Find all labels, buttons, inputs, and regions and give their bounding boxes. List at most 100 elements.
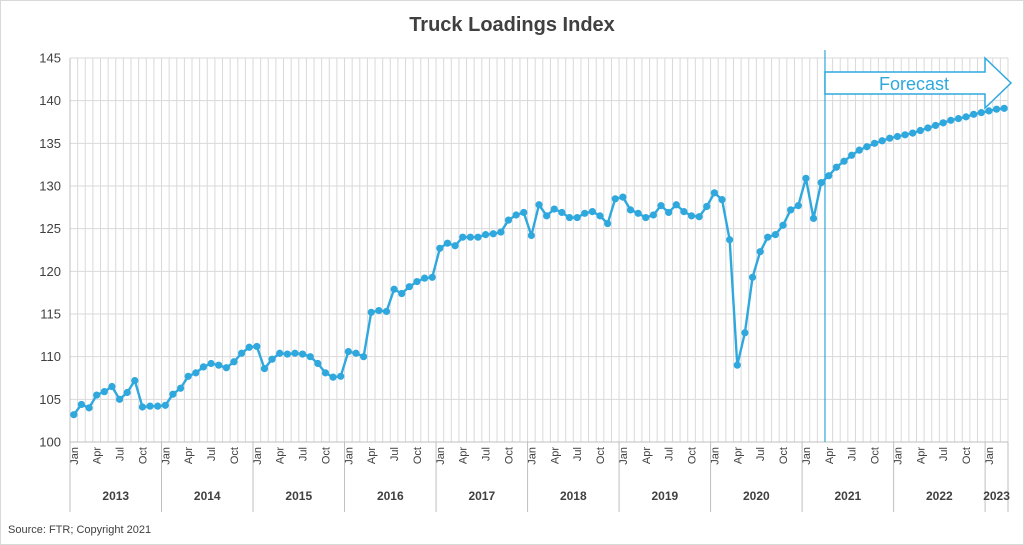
forecast-arrow bbox=[824, 56, 1013, 110]
data-point bbox=[855, 146, 863, 154]
data-point bbox=[665, 208, 673, 217]
data-point bbox=[916, 126, 924, 135]
x-tick-label: Oct bbox=[778, 447, 790, 464]
x-tick-label: Apr bbox=[458, 447, 470, 464]
x-tick-label: Oct bbox=[503, 447, 515, 464]
data-point bbox=[169, 390, 177, 398]
data-point bbox=[237, 349, 246, 357]
data-point bbox=[611, 195, 619, 203]
data-point bbox=[291, 349, 299, 357]
series-line bbox=[72, 107, 1005, 416]
data-point bbox=[619, 193, 627, 201]
data-point bbox=[909, 129, 917, 137]
data-point bbox=[931, 121, 940, 130]
data-point bbox=[939, 119, 947, 127]
data-point bbox=[527, 231, 535, 240]
data-point bbox=[337, 372, 345, 380]
data-point bbox=[558, 208, 566, 217]
data-point bbox=[123, 388, 131, 397]
x-tick-label: Jan bbox=[160, 447, 172, 465]
y-tick-label: 100 bbox=[39, 435, 61, 450]
data-point bbox=[352, 349, 360, 357]
data-point bbox=[329, 373, 337, 381]
data-point bbox=[703, 202, 711, 211]
data-point bbox=[985, 107, 993, 115]
data-point bbox=[1000, 104, 1008, 112]
data-point bbox=[771, 231, 780, 239]
x-tick-label: Jan bbox=[343, 447, 355, 465]
data-point bbox=[726, 236, 734, 244]
data-point bbox=[604, 219, 612, 228]
data-point bbox=[489, 230, 497, 238]
year-label: 2017 bbox=[468, 489, 495, 503]
x-tick-label: Apr bbox=[915, 447, 927, 464]
x-tick-label: Oct bbox=[320, 447, 332, 464]
forecast-label: Forecast bbox=[879, 74, 949, 94]
year-label: 2020 bbox=[743, 489, 770, 503]
x-tick-label: Jul bbox=[298, 447, 310, 461]
data-point bbox=[657, 202, 665, 210]
data-point bbox=[230, 358, 238, 366]
data-point bbox=[962, 113, 970, 121]
x-tick-label: Apr bbox=[732, 447, 744, 464]
data-point bbox=[260, 365, 269, 373]
year-label: 2016 bbox=[377, 489, 404, 503]
y-tick-label: 125 bbox=[39, 221, 61, 236]
data-point bbox=[901, 131, 909, 139]
x-tick-label: Oct bbox=[229, 447, 241, 464]
data-point bbox=[535, 201, 543, 209]
data-point bbox=[947, 116, 955, 124]
data-point bbox=[222, 364, 230, 372]
data-point bbox=[543, 212, 551, 220]
data-point bbox=[748, 273, 757, 281]
data-point bbox=[451, 242, 459, 250]
x-tick-label: Oct bbox=[137, 447, 149, 464]
x-tick-label: Jan bbox=[69, 447, 81, 465]
data-point bbox=[85, 404, 93, 412]
data-point bbox=[466, 233, 474, 241]
data-point bbox=[848, 151, 856, 159]
x-tick-label: Jul bbox=[755, 447, 767, 461]
data-point bbox=[550, 205, 558, 213]
data-point bbox=[428, 273, 436, 281]
y-tick-label: 135 bbox=[39, 136, 61, 151]
data-point bbox=[840, 157, 848, 165]
data-point bbox=[314, 359, 322, 368]
x-tick-label: Jul bbox=[938, 447, 950, 461]
data-point bbox=[733, 361, 741, 369]
x-tick-label: Jul bbox=[206, 447, 218, 461]
data-point bbox=[253, 342, 261, 351]
data-point bbox=[283, 350, 291, 358]
x-tick-label: Oct bbox=[595, 447, 607, 464]
data-point bbox=[207, 359, 215, 368]
source-note: Source: FTR; Copyright 2021 bbox=[8, 524, 152, 536]
year-label: 2022 bbox=[926, 489, 953, 503]
x-tick-label: Apr bbox=[824, 447, 836, 464]
data-point bbox=[497, 228, 505, 236]
year-label: 2013 bbox=[102, 489, 129, 503]
data-point bbox=[375, 306, 383, 315]
data-point bbox=[459, 233, 467, 241]
data-point bbox=[924, 124, 932, 132]
data-point bbox=[192, 369, 200, 377]
data-point bbox=[306, 353, 314, 361]
data-point bbox=[512, 211, 520, 219]
data-point bbox=[344, 347, 352, 356]
data-point bbox=[520, 208, 528, 217]
year-label: 2015 bbox=[285, 489, 312, 503]
x-tick-label: Apr bbox=[366, 447, 378, 464]
data-point bbox=[970, 110, 978, 118]
data-point bbox=[588, 208, 596, 216]
data-point bbox=[382, 307, 391, 316]
data-point bbox=[482, 231, 490, 239]
data-point bbox=[809, 214, 818, 223]
data-point bbox=[649, 211, 657, 219]
data-point bbox=[802, 174, 810, 182]
x-tick-label: Jul bbox=[389, 447, 401, 461]
chart-title: Truck Loadings Index bbox=[409, 14, 615, 36]
data-point bbox=[77, 400, 86, 409]
data-point bbox=[321, 369, 330, 377]
x-tick-label: Jan bbox=[252, 447, 264, 465]
data-point bbox=[108, 382, 116, 391]
